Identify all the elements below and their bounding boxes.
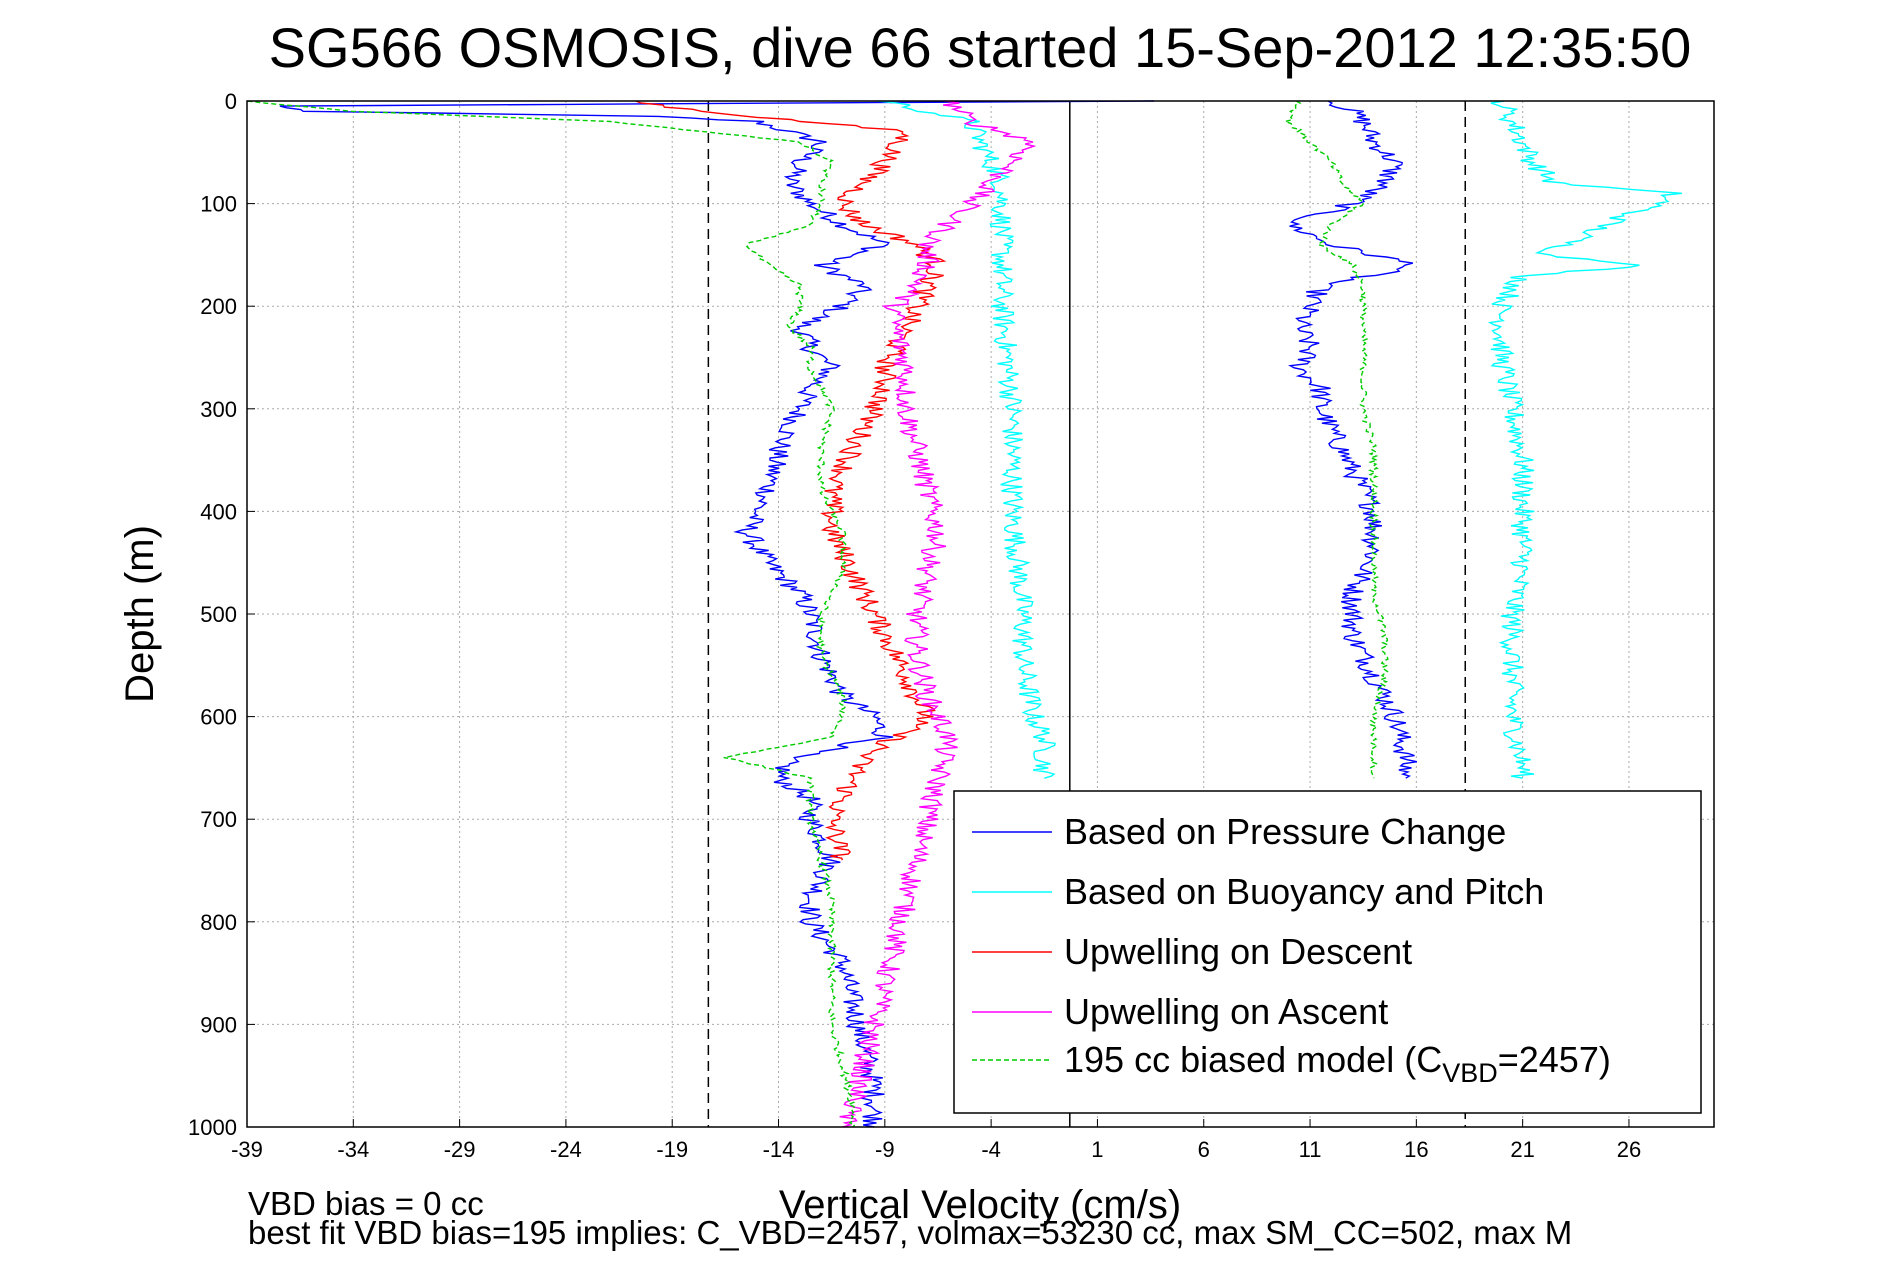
legend-label: Based on Buoyancy and Pitch <box>1064 871 1544 912</box>
y-tick-label: 0 <box>225 89 237 114</box>
legend: Based on Pressure Change Based on Buoyanc… <box>953 790 1702 1114</box>
footer-line2: best fit VBD bias=195 implies: C_VBD=245… <box>248 1214 1572 1251</box>
series-line <box>1288 100 1418 779</box>
y-tick-label: 500 <box>200 602 237 627</box>
series-line <box>1487 100 1682 779</box>
series-3 <box>635 100 947 861</box>
x-axis-label: Vertical Velocity (cm/s) <box>779 1183 1181 1227</box>
x-tick-label: -29 <box>444 1137 476 1162</box>
y-axis-label: Depth (m) <box>118 525 162 703</box>
chart-title: SG566 OSMOSIS, dive 66 started 15-Sep-20… <box>269 16 1692 79</box>
y-tick-label: 700 <box>200 807 237 832</box>
x-tick-label: 1 <box>1091 1137 1103 1162</box>
x-tick-label: 16 <box>1404 1137 1428 1162</box>
y-tick-label: 300 <box>200 397 237 422</box>
series-5 <box>247 100 1390 1128</box>
series-1 <box>279 100 1418 1128</box>
legend-label: 195 cc biased model (CVBD=2457) <box>1064 1039 1611 1088</box>
x-tick-label: -39 <box>231 1137 263 1162</box>
y-tick-label: 1000 <box>188 1115 237 1140</box>
x-tick-label: -34 <box>337 1137 369 1162</box>
x-tick-label: 21 <box>1510 1137 1534 1162</box>
series-layer <box>247 100 1682 1128</box>
footer-line1: VBD bias = 0 cc <box>248 1185 484 1222</box>
x-tick-label: -4 <box>981 1137 1001 1162</box>
series-line <box>839 100 1037 1128</box>
x-tick-label: -14 <box>763 1137 795 1162</box>
legend-label: Upwelling on Descent <box>1064 931 1412 972</box>
series-4 <box>839 100 1037 1128</box>
legend-label: Upwelling on Ascent <box>1064 991 1388 1032</box>
series-line <box>279 100 1155 1128</box>
x-tick-label: -19 <box>656 1137 688 1162</box>
x-tick-label: 26 <box>1617 1137 1641 1162</box>
series-line <box>635 100 947 861</box>
series-2 <box>877 100 1682 779</box>
y-tick-label: 100 <box>200 192 237 217</box>
legend-items: Based on Pressure Change Based on Buoyanc… <box>972 811 1611 1088</box>
x-tick-label: -24 <box>550 1137 582 1162</box>
y-tick-label: 200 <box>200 294 237 319</box>
x-tick-labels: -39 -34 -29 -24 -19 -14 -9 -4 1 6 11 16 21 26 <box>231 1119 1641 1162</box>
series-line <box>247 100 856 1128</box>
y-tick-label: 900 <box>200 1012 237 1037</box>
series-line <box>877 100 1056 779</box>
x-tick-label: 11 <box>1299 1137 1322 1162</box>
y-tick-labels: 0 100 200 300 400 500 600 700 800 900 1000 <box>188 89 255 1140</box>
legend-label: Based on Pressure Change <box>1064 811 1506 852</box>
y-tick-label: 800 <box>200 910 237 935</box>
x-tick-label: -9 <box>875 1137 895 1162</box>
legend-box <box>953 790 1702 1114</box>
y-tick-label: 600 <box>200 705 237 730</box>
y-tick-label: 400 <box>200 499 237 524</box>
x-tick-label: 6 <box>1198 1137 1210 1162</box>
